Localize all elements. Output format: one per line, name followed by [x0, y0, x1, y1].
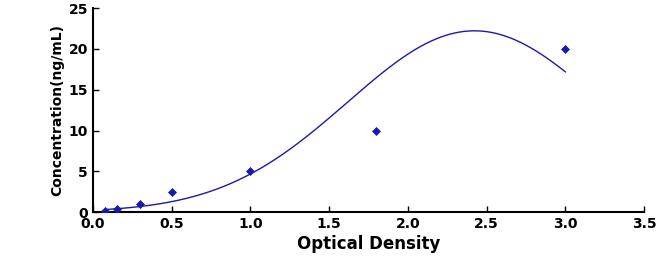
Y-axis label: Concentration(ng/mL): Concentration(ng/mL) — [50, 24, 64, 196]
X-axis label: Optical Density: Optical Density — [297, 235, 440, 253]
